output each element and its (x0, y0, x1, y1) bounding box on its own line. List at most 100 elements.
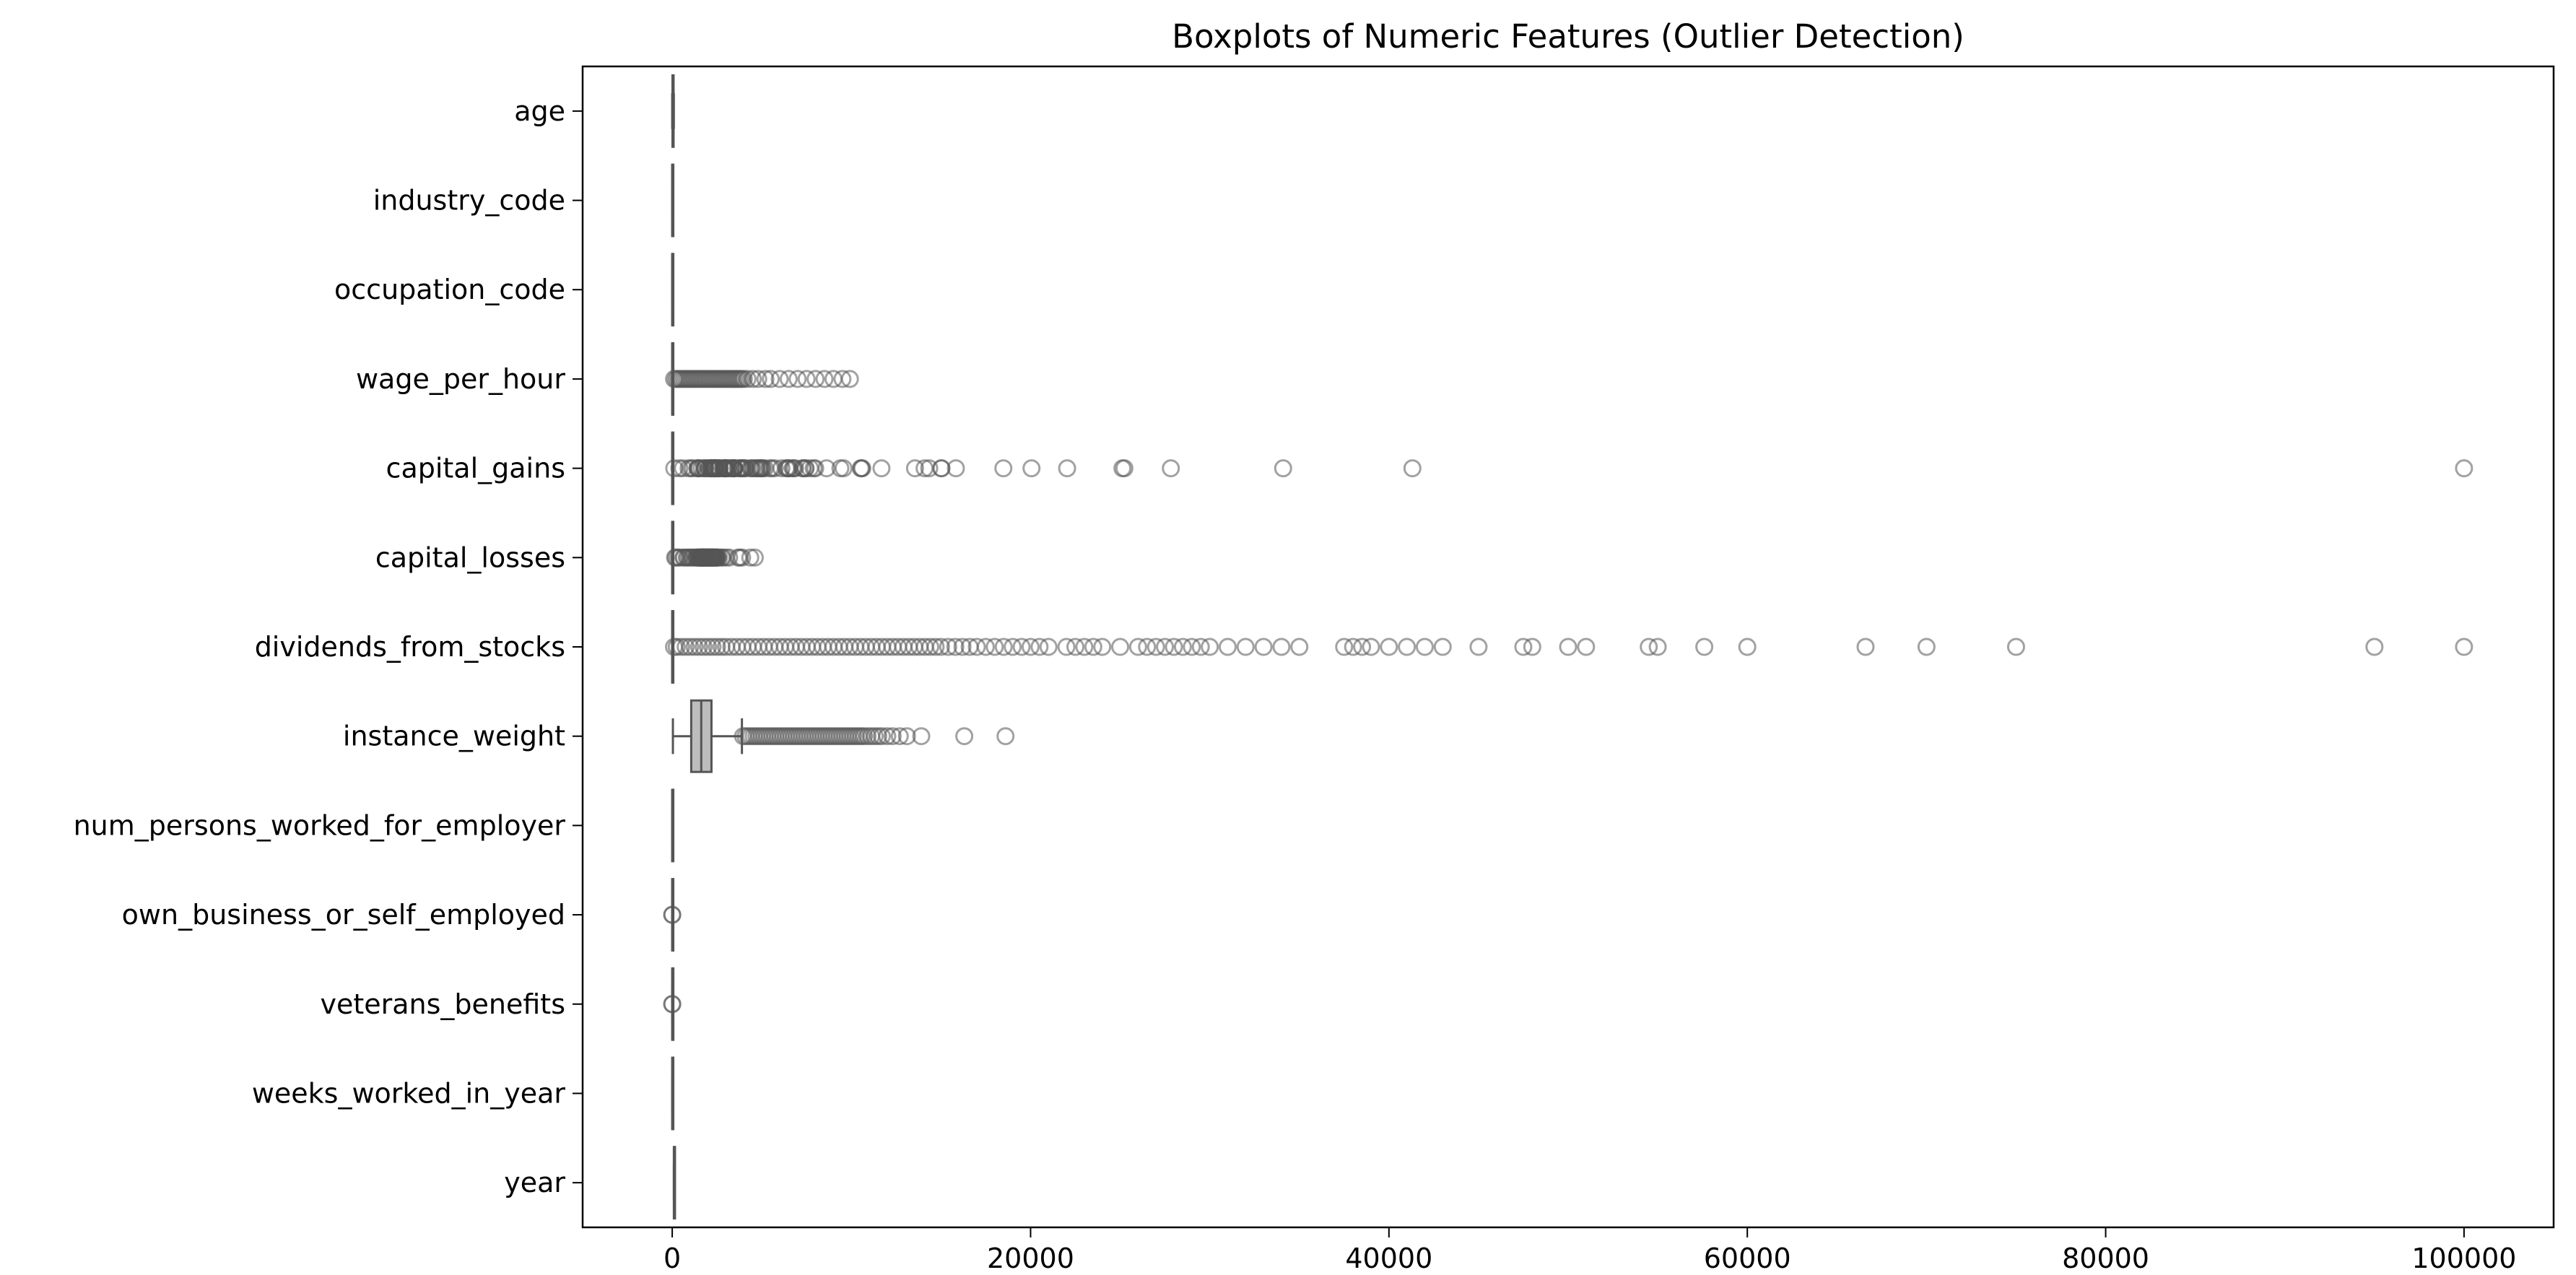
outlier-point (1236, 638, 1255, 656)
outlier-point (890, 727, 909, 746)
outlier-point (1022, 459, 1041, 478)
outlier-point (1398, 638, 1417, 656)
outlier-point (2006, 638, 2025, 656)
outlier-point (708, 638, 726, 656)
outlier-point (1559, 638, 1578, 656)
outlier-point (976, 638, 995, 656)
y-tick-label: age (514, 95, 565, 127)
outlier-point (1380, 638, 1398, 656)
outlier-point (1254, 638, 1273, 656)
outlier-point (1066, 638, 1084, 656)
outlier-point (685, 638, 704, 656)
y-tick-label: wage_per_hour (356, 363, 565, 395)
outlier-point (932, 459, 951, 478)
outlier-point (756, 370, 775, 388)
outlier-point (2455, 459, 2473, 478)
outlier-point (815, 370, 834, 388)
outlier-point (947, 459, 965, 478)
boxplot-weeks-worked-in-year (671, 1056, 675, 1131)
outlier-point (1218, 638, 1237, 656)
boxplot-num-persons-worked-for-employer (671, 788, 675, 863)
outlier-point (985, 638, 1004, 656)
outlier-point (996, 727, 1015, 746)
outlier-point (897, 727, 916, 746)
boxplot-capital-losses (666, 521, 764, 595)
y-tick-label: dividends_from_stocks (255, 631, 565, 663)
outlier-point (772, 459, 791, 478)
outlier-point (663, 995, 682, 1014)
x-tick-label: 0 (663, 1243, 681, 1274)
outlier-point (872, 459, 891, 478)
y-tick-label: weeks_worked_in_year (252, 1077, 566, 1109)
outlier-point (1640, 638, 1658, 656)
outlier-point (912, 727, 931, 746)
boxplot-own-business-or-self-employed (663, 878, 682, 952)
y-tick-label: num_persons_worked_for_employer (74, 809, 566, 841)
outlier-point (1057, 638, 1076, 656)
outlier-point (883, 727, 902, 746)
outlier-point (1183, 638, 1201, 656)
outlier-point (1111, 638, 1130, 656)
x-tick-label: 80000 (2062, 1243, 2149, 1274)
y-tick-label: year (504, 1167, 565, 1198)
outlier-point (699, 638, 718, 656)
outlier-point (1128, 638, 1147, 656)
y-tick-label: instance_weight (343, 721, 565, 752)
x-tick-label: 20000 (987, 1243, 1074, 1274)
outlier-point (1856, 638, 1875, 656)
outlier-point (931, 638, 950, 656)
boxplot-instance-weight (671, 699, 1015, 773)
outlier-point (681, 638, 700, 656)
outlier-point (1695, 638, 1714, 656)
outlier-point (1115, 459, 1133, 478)
outlier-point (853, 459, 871, 478)
outlier-point (920, 459, 939, 478)
outlier-point (749, 370, 767, 388)
outlier-point (806, 459, 824, 478)
outlier-point (939, 638, 957, 656)
outlier-point (2365, 638, 2384, 656)
outlier-point (967, 638, 986, 656)
outlier-point (1030, 638, 1049, 656)
outlier-point (1012, 638, 1031, 656)
outlier-point (1577, 638, 1596, 656)
outlier-point (1138, 638, 1157, 656)
outlier-point (817, 459, 836, 478)
outlier-point (1523, 638, 1541, 656)
outlier-point (765, 459, 784, 478)
outlier-point (833, 370, 852, 388)
outlier-point (1403, 459, 1422, 478)
outlier-point (1075, 638, 1094, 656)
outlier-point (1353, 638, 1372, 656)
outlier-point (672, 638, 690, 656)
outlier-point (1433, 638, 1452, 656)
boxplot-capital-gains (665, 431, 2473, 505)
x-tick-label: 100000 (2411, 1243, 2516, 1274)
outlier-point (946, 638, 965, 656)
outlier-point (744, 370, 762, 388)
outlier-point (1156, 638, 1175, 656)
outlier-point (921, 638, 939, 656)
boxplot-wage-per-hour (665, 341, 859, 416)
outlier-point (788, 370, 807, 388)
outlier-point (1469, 638, 1488, 656)
outlier-point (872, 727, 891, 746)
outlier-point (1415, 638, 1434, 656)
outlier-point (994, 459, 1013, 478)
outlier-point (905, 459, 924, 478)
y-tick-label: veterans_benefits (320, 988, 565, 1020)
boxplot-age (671, 74, 675, 148)
outlier-point (955, 727, 974, 746)
outlier-point (1362, 638, 1380, 656)
outlier-point (1272, 638, 1291, 656)
boxplot-dividends-from-stocks (665, 610, 2473, 684)
outlier-point (1084, 638, 1102, 656)
outlier-point (779, 370, 798, 388)
outlier-point (1146, 638, 1165, 656)
outlier-point (667, 638, 686, 656)
boxplot-occupation-code (671, 253, 675, 327)
outlier-point (834, 459, 853, 478)
outlier-point (1514, 638, 1533, 656)
x-tick-label: 60000 (1704, 1243, 1791, 1274)
